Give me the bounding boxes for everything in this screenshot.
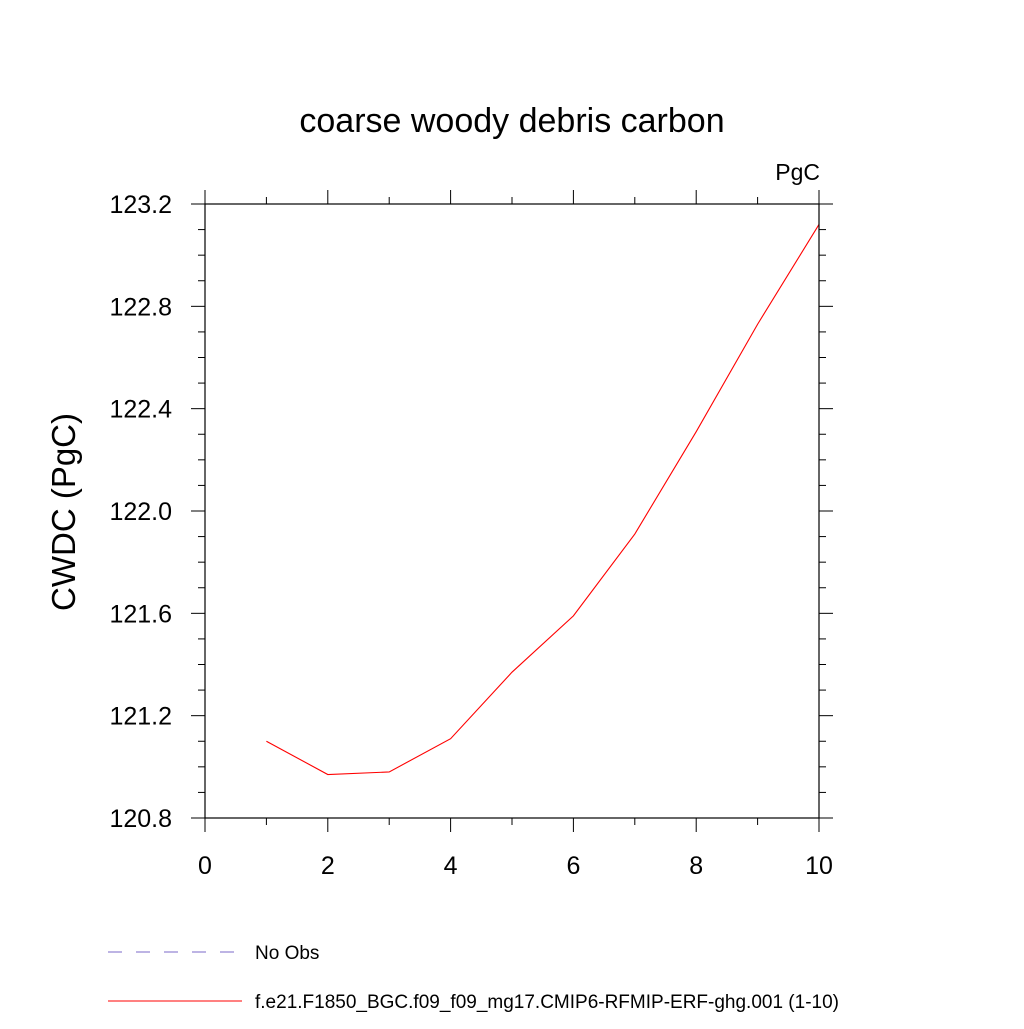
y-tick-label: 120.8 [109, 805, 172, 833]
axis-ticks [191, 190, 833, 832]
legend-label: No Obs [255, 943, 319, 964]
legend-label: f.e21.F1850_BGC.f09_f09_mg17.CMIP6-RFMIP… [255, 992, 839, 1013]
axis-tick-labels: 0 2 4 6 8 10 120.8 121.2 121.6 122.0 122.4 122.8 123… [109, 191, 832, 880]
y-tick-label: 121.2 [109, 703, 172, 731]
y-axis-label: CWDC (PgC) [45, 413, 82, 611]
legend: No Obs f.e21.F1850_BGC.f09_f09_mg17.CMIP6… [108, 943, 839, 1013]
y-tick-label: 122.0 [109, 498, 172, 526]
chart-title: coarse woody debris carbon [299, 102, 724, 140]
x-tick-label: 2 [321, 852, 335, 880]
x-tick-label: 4 [444, 852, 458, 880]
x-tick-label: 10 [805, 852, 833, 880]
y-tick-label: 121.6 [109, 600, 172, 628]
x-tick-label: 8 [689, 852, 703, 880]
series-line [266, 224, 820, 776]
y-tick-label: 122.4 [109, 396, 172, 424]
series-layer [266, 224, 820, 776]
units-label: PgC [775, 159, 820, 185]
y-tick-label: 123.2 [109, 191, 172, 219]
y-tick-label: 122.8 [109, 293, 172, 321]
plot-frame [204, 203, 820, 819]
x-tick-label: 6 [566, 852, 580, 880]
x-tick-label: 0 [198, 852, 212, 880]
